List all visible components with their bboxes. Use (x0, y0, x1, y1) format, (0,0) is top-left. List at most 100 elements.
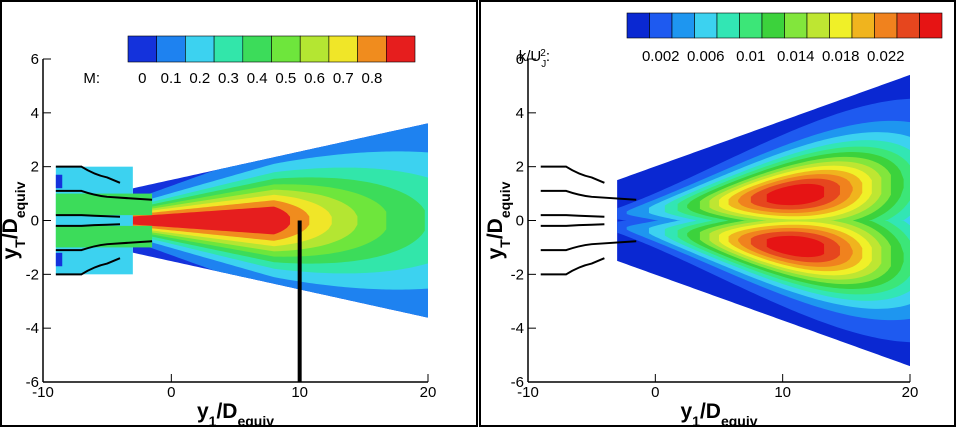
colorbar-swatch (761, 12, 785, 39)
colorbar-tick-label: 0.7 (333, 70, 354, 87)
colorbar-swatch (851, 12, 875, 39)
colorbar-tick-label: 0.002 (642, 48, 680, 65)
contour-band (766, 235, 825, 258)
colorbar-swatch (919, 12, 943, 39)
colorbar-swatch (806, 12, 830, 39)
label-part: y (680, 400, 692, 423)
label-part: equiv (497, 181, 513, 218)
colorbar-label: k/UJ2: (519, 48, 550, 70)
label-part: 1 (209, 413, 217, 427)
nozzle-wall (55, 223, 121, 227)
colorbar-swatch (357, 35, 387, 63)
label-part: J (541, 59, 546, 70)
y-tick-label: 6 (516, 51, 524, 68)
colorbar-tick-label: 0.2 (189, 70, 210, 87)
colorbar-tick-label: 0.3 (218, 70, 239, 87)
nozzle-wall (540, 257, 605, 276)
colorbar-swatch (829, 12, 853, 39)
colorbar-swatch (784, 12, 808, 39)
colorbar-tick-label: 0.6 (304, 70, 325, 87)
panel-frame (479, 0, 956, 427)
colorbar-swatch (626, 12, 650, 39)
label-part: T (12, 239, 28, 248)
colorbar-swatch (716, 12, 740, 39)
label-part: equiv (721, 413, 758, 427)
x-tick-label: -10 (517, 384, 539, 401)
y-tick-label: -2 (511, 266, 524, 283)
label-part: T (497, 239, 513, 248)
y-tick-label: -4 (511, 320, 524, 337)
nozzle-flow (55, 166, 133, 275)
nozzle-wall (55, 214, 121, 218)
colorbar-swatch (271, 35, 301, 63)
nozzle-wall (55, 189, 153, 201)
colorbar-swatch (156, 35, 186, 63)
label-part: 2 (540, 48, 546, 59)
y-axis-label: yT/Dequiv (0, 181, 28, 259)
y-tick-label: 2 (31, 159, 39, 176)
colorbar-tick-label: 0.4 (247, 70, 268, 87)
x-axis-label: y1/Dequiv (680, 400, 757, 427)
colorbar-tick-label: 0.006 (687, 48, 725, 65)
colorbar-swatch (328, 35, 358, 63)
colorbar-label: M: (83, 70, 100, 87)
colorbar-tick-label: 0.018 (822, 48, 860, 65)
colorbar-tick-label: 0.1 (161, 70, 182, 87)
label-part: y (484, 247, 507, 259)
colorbar-swatch (242, 35, 272, 63)
label-part: /D (700, 400, 721, 423)
nozzle-flow (55, 252, 63, 267)
x-tick-label: 0 (651, 384, 659, 401)
label-part: equiv (237, 413, 274, 427)
colorbar-tick-label: 0.5 (275, 70, 296, 87)
y-tick-label: 0 (516, 213, 524, 230)
nozzle-wall (540, 189, 637, 201)
nozzle-wall (55, 257, 121, 276)
colorbar-swatch (385, 35, 416, 63)
colorbar-swatch (649, 12, 673, 39)
colorbar-swatch (213, 35, 244, 63)
nozzle-wall (540, 165, 605, 184)
x-tick-label: -10 (32, 384, 54, 401)
colorbar-swatch (671, 12, 695, 39)
y-axis-label: yT/Dequiv (484, 181, 513, 259)
nozzle-wall (540, 223, 605, 227)
label-part: M: (83, 70, 100, 87)
y-tick-label: -6 (26, 374, 39, 391)
colorbar-swatch (185, 35, 215, 63)
label-part: 1 (692, 413, 700, 427)
y-tick-label: 2 (516, 159, 524, 176)
label-part: /D (0, 218, 22, 239)
nozzle-wall (55, 240, 153, 252)
nozzle-flow (55, 174, 63, 189)
label-part: : (546, 48, 550, 65)
label-part: y (197, 400, 209, 423)
y-tick-label: -4 (26, 320, 39, 337)
x-tick-label: 20 (902, 384, 919, 401)
y-tick-label: -6 (511, 374, 524, 391)
colorbar-swatch (874, 12, 898, 39)
colorbar-tick-label: 0.022 (867, 48, 905, 65)
colorbar-tick-label: 0.01 (736, 48, 765, 65)
contour-band (132, 220, 291, 235)
x-tick-label: 10 (774, 384, 791, 401)
y-tick-label: 4 (516, 105, 524, 122)
colorbar-tick-label: 0 (138, 70, 146, 87)
colorbar-tick-label: 0.8 (362, 70, 383, 87)
colorbar-swatch (694, 12, 718, 39)
colorbar-tick-label: 0.014 (777, 48, 815, 65)
label-part: k/U (519, 48, 542, 65)
panel-frame (0, 0, 478, 427)
panel: -10 0 10 20-6-4-20246y1/DequivyT/Dequiv0.00… (484, 12, 943, 429)
nozzle-wall (540, 214, 605, 218)
x-axis-label: y1/Dequiv (197, 400, 274, 427)
y-tick-label: -2 (26, 266, 39, 283)
x-tick-label: 20 (420, 384, 437, 401)
y-tick-label: 4 (31, 105, 39, 122)
label-part: equiv (12, 181, 28, 218)
colorbar-swatch (896, 12, 920, 39)
y-tick-label: 6 (31, 51, 39, 68)
nozzle-wall (540, 240, 637, 252)
